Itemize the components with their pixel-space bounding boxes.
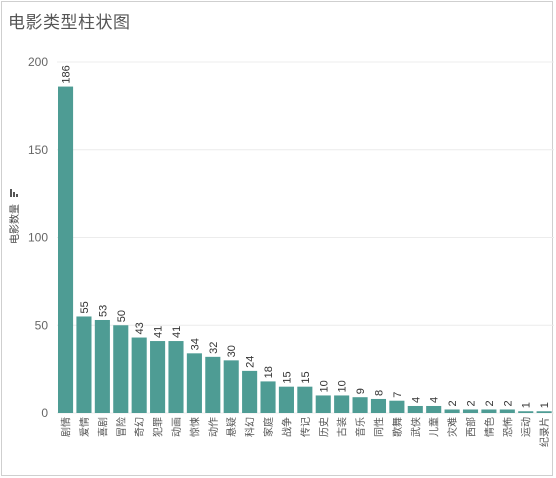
value-label: 55	[79, 301, 91, 313]
category-label: 战争	[280, 417, 293, 437]
value-label: 43	[134, 322, 146, 334]
value-label: 24	[245, 356, 257, 368]
bar-24[interactable]	[499, 409, 515, 413]
bar-12[interactable]	[278, 386, 294, 413]
y-tick-label: 100	[28, 231, 48, 245]
y-tick-label: 150	[28, 143, 48, 157]
value-label: 41	[153, 326, 165, 338]
grid-lines	[57, 61, 554, 414]
category-label: 家庭	[262, 417, 275, 437]
value-label: 2	[484, 400, 496, 406]
category-label: 爱情	[78, 417, 91, 437]
y-tick-label: 0	[41, 406, 48, 420]
axis-marker-icon-bar-small	[16, 194, 18, 197]
bar-6[interactable]	[168, 341, 184, 413]
category-label: 传记	[300, 417, 312, 437]
bar-11[interactable]	[260, 381, 276, 413]
bar-5[interactable]	[150, 341, 166, 413]
category-label: 同性	[372, 417, 385, 437]
bar-15[interactable]	[334, 395, 350, 413]
y-axis-title-group: 电影数量	[8, 189, 21, 244]
bar-22[interactable]	[462, 409, 479, 413]
value-label: 2	[502, 400, 514, 406]
bar-20[interactable]	[426, 405, 442, 413]
category-label: 音乐	[354, 417, 367, 437]
bar-2[interactable]	[94, 319, 110, 413]
bar-4[interactable]	[131, 337, 147, 413]
value-label: 41	[171, 326, 183, 338]
bar-18[interactable]	[389, 400, 405, 413]
category-label: 纪录片	[538, 417, 551, 447]
category-label: 西部	[465, 417, 478, 437]
y-axis: 0 50 100 150 200	[28, 55, 48, 420]
category-labels: 剧情 爱情 喜剧 冒险 奇幻 犯罪 动画 惊悚 动作 悬疑 科幻 家庭 战争 传记 历史 古装 音乐 同性 歌舞 武侠…	[60, 417, 552, 447]
category-label: 悬疑	[226, 417, 238, 437]
category-label: 动作	[208, 417, 220, 437]
bar-7[interactable]	[186, 353, 202, 413]
bar-16[interactable]	[352, 397, 368, 413]
value-label: 8	[373, 390, 385, 396]
value-label: 4	[410, 397, 422, 403]
value-label: 7	[392, 392, 404, 398]
value-label: 4	[429, 397, 441, 403]
bar-0[interactable]	[58, 86, 74, 413]
value-label: 15	[300, 371, 312, 383]
bar-26[interactable]	[536, 411, 552, 413]
category-label: 喜剧	[96, 417, 109, 437]
axis-marker-icon	[10, 189, 12, 197]
axis-marker-icon-bar	[13, 192, 15, 197]
value-label: 50	[116, 310, 128, 322]
category-label: 冒险	[115, 417, 128, 437]
value-label: 186	[61, 65, 73, 83]
category-label: 恐怖	[501, 417, 514, 437]
value-label: 30	[226, 345, 238, 357]
bar-1[interactable]	[76, 316, 92, 413]
chart-title: 电影类型柱状图	[8, 13, 131, 33]
bar-13[interactable]	[297, 386, 313, 413]
category-label: 情色	[483, 417, 496, 437]
value-label: 1	[521, 402, 533, 408]
bars	[58, 86, 552, 413]
value-label: 34	[189, 338, 201, 350]
category-label: 动画	[171, 417, 183, 437]
value-label: 10	[337, 380, 349, 392]
category-label: 运动	[521, 417, 533, 437]
value-label: 2	[466, 400, 478, 406]
category-label: 灾难	[446, 417, 459, 437]
category-label: 奇幻	[133, 417, 146, 437]
bar-19[interactable]	[407, 405, 423, 413]
bar-25[interactable]	[518, 411, 534, 413]
bar-17[interactable]	[370, 398, 387, 413]
value-label: 10	[318, 380, 330, 392]
y-axis-title: 电影数量	[8, 204, 21, 244]
value-label: 2	[447, 400, 459, 406]
category-label: 科幻	[244, 417, 257, 437]
category-label: 历史	[318, 417, 330, 437]
value-label: 1	[539, 402, 551, 408]
bar-14[interactable]	[315, 395, 331, 413]
bar-3[interactable]	[113, 325, 129, 413]
value-label: 32	[208, 342, 220, 354]
y-tick-label: 200	[28, 55, 48, 69]
bar-8[interactable]	[205, 356, 221, 413]
category-label: 歌舞	[391, 417, 404, 437]
value-label: 53	[97, 305, 109, 317]
category-label: 武侠	[409, 417, 422, 437]
bar-23[interactable]	[481, 409, 497, 413]
bar-9[interactable]	[223, 360, 239, 413]
y-tick-label: 50	[35, 318, 49, 332]
bar-10[interactable]	[242, 370, 258, 413]
category-label: 惊悚	[188, 417, 201, 437]
value-label: 18	[263, 366, 275, 378]
value-label: 15	[281, 371, 293, 383]
value-label: 9	[355, 388, 367, 394]
category-label: 剧情	[60, 417, 73, 437]
category-label: 犯罪	[153, 417, 165, 437]
category-label: 儿童	[428, 417, 441, 437]
bar-21[interactable]	[444, 409, 460, 413]
category-label: 古装	[336, 417, 349, 437]
